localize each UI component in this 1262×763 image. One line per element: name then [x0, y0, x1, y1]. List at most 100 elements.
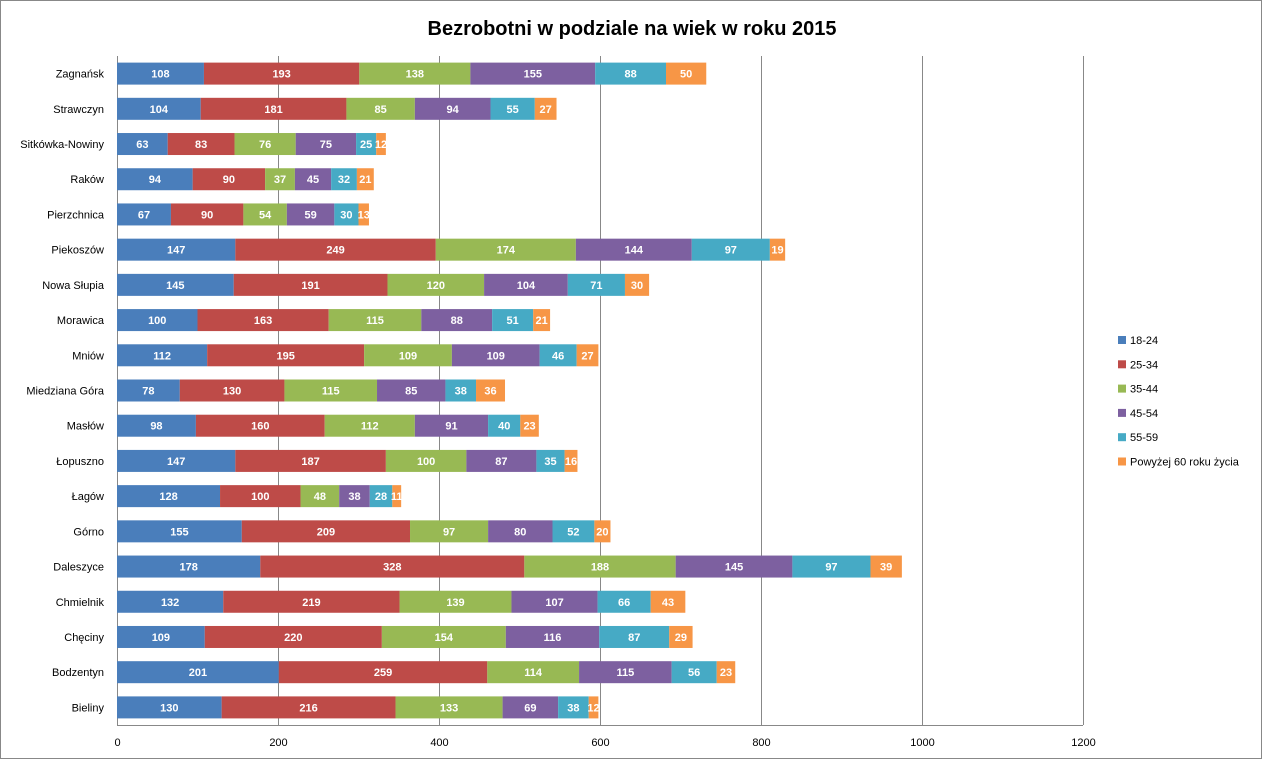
bar-segment: [505, 625, 600, 648]
bar-segment: [484, 273, 568, 296]
bar-segment: [579, 661, 672, 684]
data-label: 16: [565, 456, 577, 468]
data-label: 20: [596, 526, 608, 538]
data-label: 23: [523, 421, 535, 433]
data-label: 75: [320, 139, 332, 151]
chart-title: Bezrobotni w podziale na wiek w roku 201…: [428, 18, 837, 40]
bar-segment: [669, 625, 693, 648]
data-label: 91: [445, 421, 457, 433]
data-label: 28: [375, 491, 387, 503]
data-label: 112: [153, 350, 171, 362]
legend-swatch: [1118, 457, 1126, 466]
bar-segment: [487, 661, 580, 684]
bar-segment: [650, 590, 686, 613]
data-label: 155: [524, 69, 542, 81]
bar-segment: [117, 203, 171, 226]
legend-swatch: [1118, 336, 1126, 344]
bar-segment: [381, 625, 506, 648]
bar-segment: [328, 309, 422, 332]
bar-segment: [300, 485, 340, 508]
legend-label: 35-44: [1130, 384, 1158, 396]
category-label: Chęciny: [64, 632, 104, 644]
data-label: 104: [150, 104, 169, 116]
bar-segment: [870, 555, 902, 578]
data-label: 201: [189, 667, 207, 679]
data-label: 94: [447, 104, 460, 116]
data-label: 112: [361, 421, 379, 433]
bar-segment: [197, 309, 329, 332]
bar-segment: [716, 661, 736, 684]
bar-segment: [179, 379, 285, 402]
bar-segment: [421, 309, 493, 332]
bar-segment: [435, 238, 576, 261]
data-label: 56: [688, 667, 700, 679]
data-label: 191: [301, 280, 319, 292]
data-label: 50: [680, 69, 692, 81]
data-label: 187: [301, 456, 319, 468]
legend-label: 18-24: [1130, 335, 1158, 347]
bar-segment: [221, 696, 396, 719]
bar-segment: [588, 696, 599, 719]
bar-segment: [558, 696, 589, 719]
bar-segment: [691, 238, 770, 261]
bar-segment: [567, 273, 625, 296]
bar-segment: [117, 344, 208, 367]
data-label: 88: [624, 69, 636, 81]
bar-segment: [117, 97, 201, 120]
bar-segment: [376, 133, 386, 156]
data-label: 249: [326, 245, 344, 257]
bar-segment: [167, 133, 235, 156]
x-tick-label: 0: [114, 737, 120, 749]
data-label: 147: [167, 456, 185, 468]
data-label: 87: [628, 632, 640, 644]
bar-segment: [534, 97, 557, 120]
bar-segment: [466, 449, 537, 472]
data-label: 29: [675, 632, 687, 644]
bar-segment: [334, 203, 359, 226]
data-label: 12: [375, 139, 387, 151]
x-tick-label: 400: [430, 737, 448, 749]
bar-segment: [488, 414, 521, 437]
data-label: 66: [618, 597, 630, 609]
bar-segment: [675, 555, 793, 578]
bar-segment: [490, 97, 535, 120]
data-label: 40: [498, 421, 510, 433]
category-label: Nowa Słupia: [42, 280, 105, 292]
data-label: 130: [160, 702, 178, 714]
bar-segment: [564, 449, 578, 472]
data-label: 174: [497, 245, 516, 257]
bar-segment: [414, 414, 489, 437]
bar-segment: [470, 62, 596, 85]
bar-segment: [624, 273, 650, 296]
data-label: 80: [514, 526, 526, 538]
data-label: 38: [348, 491, 360, 503]
data-label: 114: [524, 667, 543, 679]
bar-segment: [117, 449, 236, 472]
data-label: 38: [455, 386, 467, 398]
data-label: 115: [366, 315, 384, 327]
data-label: 100: [251, 491, 269, 503]
data-label: 219: [302, 597, 320, 609]
legend-swatch: [1118, 408, 1126, 417]
data-label: 51: [507, 315, 519, 327]
bar-segment: [295, 133, 357, 156]
data-label: 90: [201, 209, 213, 221]
x-tick-label: 800: [752, 737, 770, 749]
data-label: 94: [149, 174, 162, 186]
data-label: 188: [591, 562, 609, 574]
category-label: Daleszyce: [53, 562, 104, 574]
bar-segment: [117, 62, 204, 85]
bar-segment: [597, 590, 651, 613]
bar-segment: [284, 379, 378, 402]
bar-segment: [792, 555, 871, 578]
bar-segment: [346, 97, 415, 120]
bar-segment: [445, 379, 477, 402]
data-label: 69: [524, 702, 536, 714]
bar-segment: [451, 344, 540, 367]
bar-segment: [195, 414, 325, 437]
legend-swatch: [1118, 433, 1126, 442]
category-label: Piekoszów: [51, 245, 104, 257]
data-label: 85: [405, 386, 417, 398]
